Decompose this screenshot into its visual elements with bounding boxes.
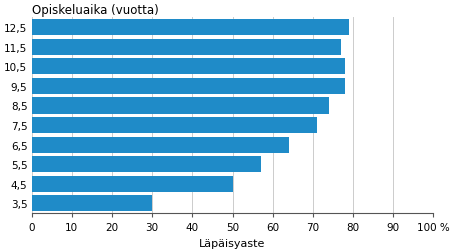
Bar xyxy=(32,196,152,212)
Bar xyxy=(32,40,341,55)
X-axis label: Läpäisyaste: Läpäisyaste xyxy=(199,238,266,248)
Bar xyxy=(32,98,329,114)
Bar xyxy=(32,79,345,94)
Bar xyxy=(32,59,345,75)
Bar xyxy=(32,137,289,153)
Text: Opiskeluaika (vuotta): Opiskeluaika (vuotta) xyxy=(32,4,158,17)
Bar xyxy=(32,20,349,36)
Bar xyxy=(32,118,317,134)
Bar xyxy=(32,156,261,173)
Bar xyxy=(32,176,232,192)
